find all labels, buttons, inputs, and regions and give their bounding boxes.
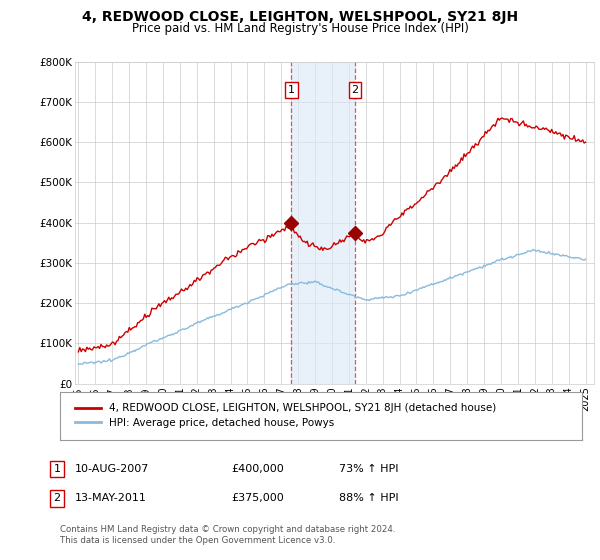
Text: £375,000: £375,000 — [231, 493, 284, 503]
Text: 1: 1 — [288, 85, 295, 95]
Bar — [292, 62, 355, 384]
Text: Contains HM Land Registry data © Crown copyright and database right 2024.
This d: Contains HM Land Registry data © Crown c… — [60, 525, 395, 545]
Text: 2: 2 — [352, 85, 359, 95]
Text: 4, REDWOOD CLOSE, LEIGHTON, WELSHPOOL, SY21 8JH: 4, REDWOOD CLOSE, LEIGHTON, WELSHPOOL, S… — [82, 10, 518, 24]
Text: 2: 2 — [53, 493, 61, 503]
Text: 88% ↑ HPI: 88% ↑ HPI — [339, 493, 398, 503]
Text: 13-MAY-2011: 13-MAY-2011 — [75, 493, 147, 503]
Text: Price paid vs. HM Land Registry's House Price Index (HPI): Price paid vs. HM Land Registry's House … — [131, 22, 469, 35]
Legend: 4, REDWOOD CLOSE, LEIGHTON, WELSHPOOL, SY21 8JH (detached house), HPI: Average p: 4, REDWOOD CLOSE, LEIGHTON, WELSHPOOL, S… — [70, 399, 500, 432]
Text: 1: 1 — [53, 464, 61, 474]
Text: 73% ↑ HPI: 73% ↑ HPI — [339, 464, 398, 474]
Text: £400,000: £400,000 — [231, 464, 284, 474]
Text: 10-AUG-2007: 10-AUG-2007 — [75, 464, 149, 474]
